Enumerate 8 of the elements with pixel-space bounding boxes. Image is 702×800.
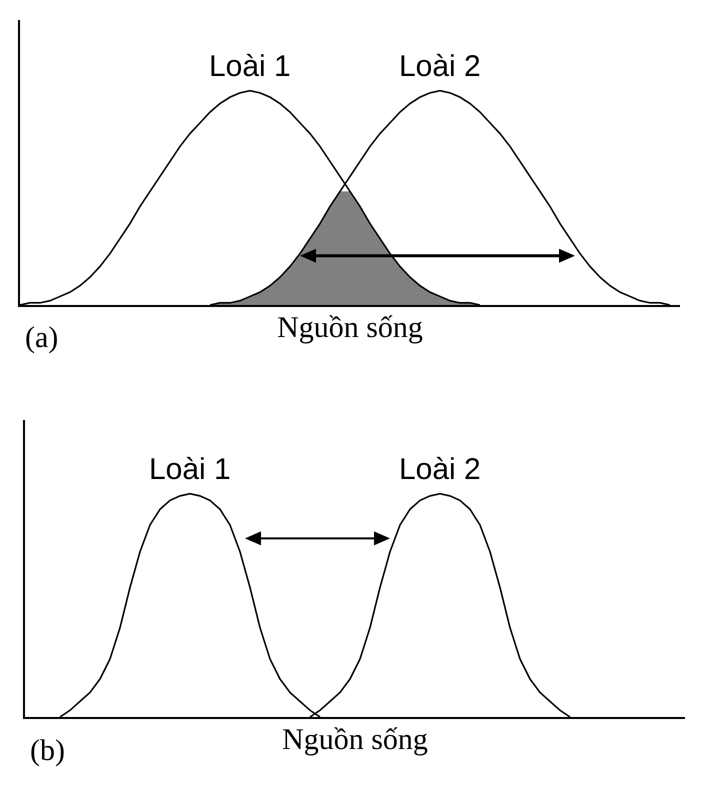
x-axis-title: Nguồn sống — [277, 310, 423, 344]
series-label: Loài 1 — [149, 453, 231, 486]
series-label: Loài 2 — [399, 50, 481, 83]
series-label: Loài 1 — [209, 50, 291, 83]
text: (a) — [25, 321, 58, 354]
text: (b) — [30, 734, 65, 767]
series-label: Loài 2 — [399, 453, 481, 486]
x-axis-title: Nguồn sống — [282, 722, 428, 756]
